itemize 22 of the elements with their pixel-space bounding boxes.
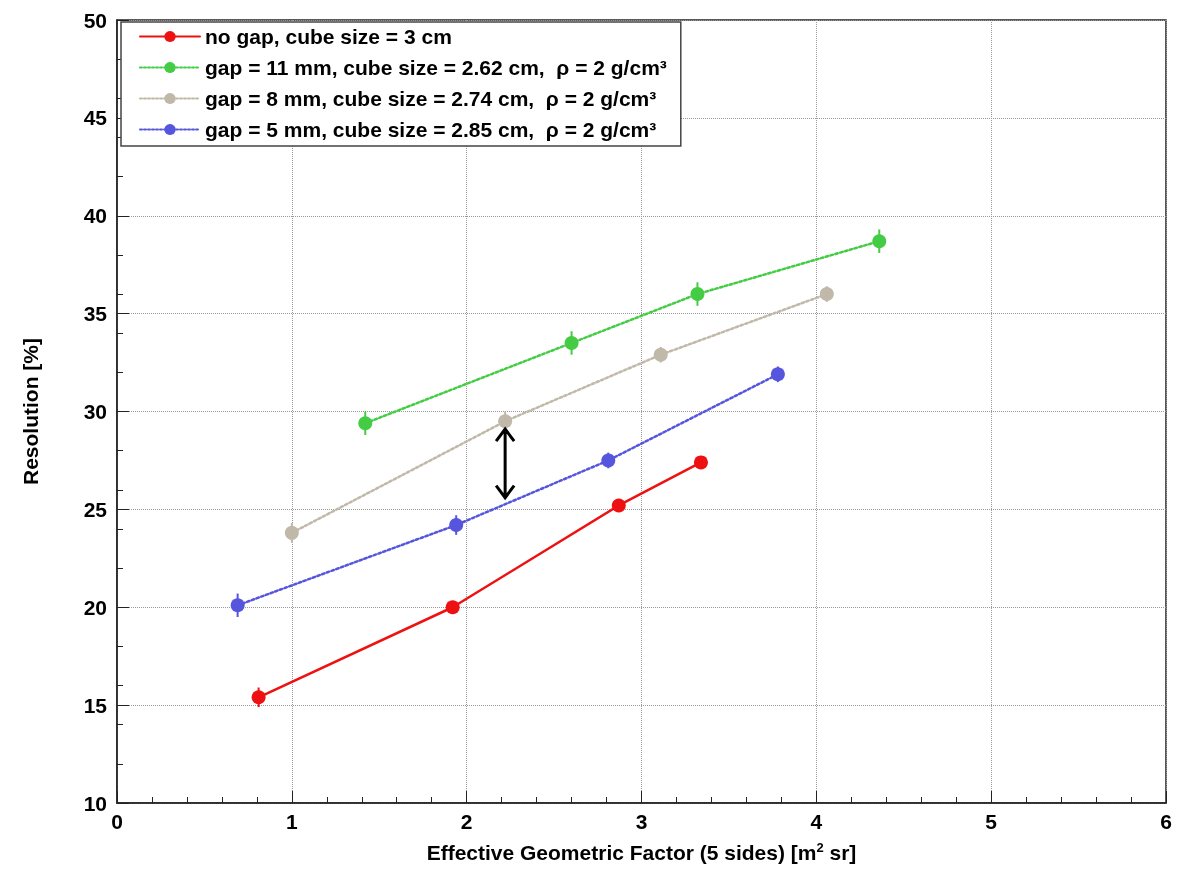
x-tick-label: 1 (285, 810, 298, 833)
legend-label: gap = 11 mm, cube size = 2.62 cm, ρ = 2 g/cm³ (205, 56, 667, 79)
legend-label: gap = 5 mm, cube size = 2.85 cm, ρ = 2 g/cm³ (205, 118, 657, 141)
y-tick-label: 30 (83, 400, 107, 423)
x-tick-label: 3 (635, 810, 648, 833)
x-tick-label: 6 (1160, 810, 1172, 833)
y-tick-label: 25 (83, 497, 108, 521)
y-tick-label: 45 (83, 106, 108, 130)
legend-label: gap = 8 mm, cube size = 2.74 cm, ρ = 2 g/cm³ (205, 87, 657, 110)
point (693, 455, 708, 470)
legend-label: no gap, cube size = 3 cm (205, 25, 452, 48)
y-tick-label: 10 (83, 791, 107, 815)
x-tick-label: 5 (985, 810, 998, 833)
y-tick-label: 50 (83, 8, 107, 32)
y-tick-label: 40 (83, 204, 107, 228)
x-tick-label: 0 (111, 810, 123, 833)
y-tick-label: 35 (83, 302, 108, 326)
y-tick-label: 20 (83, 595, 107, 619)
y-tick-label: 15 (83, 693, 108, 717)
x-tick-label: 2 (460, 810, 473, 833)
y-axis-title: Resolution [%] (19, 338, 42, 485)
x-tick-label: 4 (810, 810, 823, 833)
